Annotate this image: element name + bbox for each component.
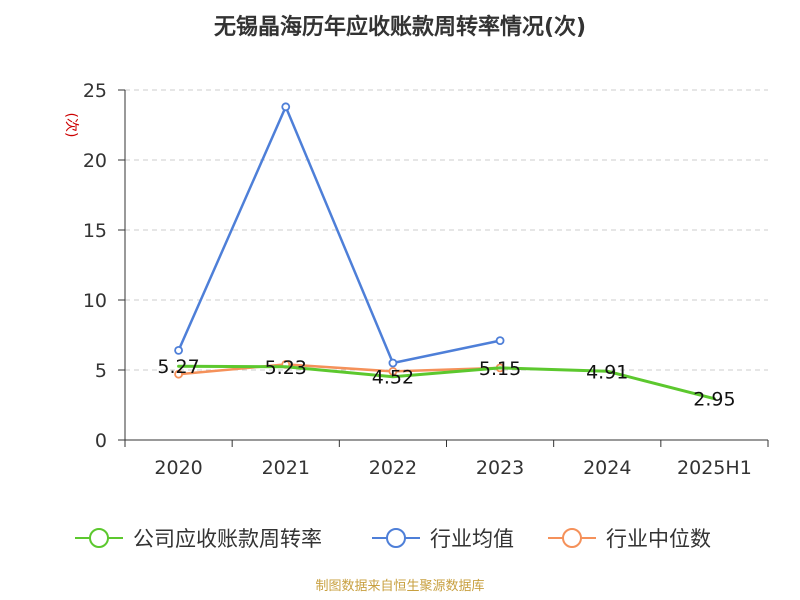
legend-label: 行业均值: [430, 527, 514, 551]
x-tick-label: 2025H1: [677, 457, 752, 479]
data-label: 5.23: [265, 357, 307, 379]
data-label: 2.95: [693, 389, 735, 411]
data-labels: 5.27 5.23 4.52 5.15 4.91 2.95: [157, 356, 735, 410]
legend-label: 行业中位数: [606, 527, 711, 551]
y-tick-label: 25: [83, 80, 107, 102]
y-tick-label: 5: [95, 360, 107, 382]
data-point: [388, 358, 398, 368]
source-note: 制图数据来自恒生聚源数据库: [315, 578, 484, 594]
data-point: [388, 366, 398, 376]
x-tick-label: 2022: [369, 457, 417, 479]
y-tick-label: 0: [95, 430, 107, 452]
series-line: [177, 363, 502, 376]
data-label: 4.52: [372, 367, 414, 389]
series-line: [177, 364, 716, 401]
data-label: 5.27: [157, 356, 199, 378]
legend: 公司应收账款周转率 行业均值 行业中位数: [75, 527, 711, 551]
y-tick-label: 20: [83, 150, 107, 172]
y-tick-label: 15: [83, 220, 107, 242]
legend-label: 公司应收账款周转率: [133, 527, 322, 551]
x-tick-label: 2021: [262, 457, 310, 479]
x-tick-label: 2024: [583, 457, 631, 479]
x-tick-label: 2020: [154, 457, 202, 479]
grid-lines: [125, 89, 768, 371]
x-tick-label: 2023: [476, 457, 524, 479]
y-tick-label: 10: [83, 290, 107, 312]
data-point: [281, 102, 291, 112]
legend-item-2: 行业中位数: [548, 527, 711, 551]
legend-swatch-marker: [386, 528, 406, 548]
data-point: [495, 336, 505, 346]
plot-area: [174, 102, 716, 401]
series-line: [177, 105, 502, 365]
axes: 0 5 10 15 20 25 2020 2021 2022 2023 2024 2025H1: [83, 80, 769, 479]
chart-title: 无锡晶海历年应收账款周转率情况(次): [214, 14, 586, 40]
legend-swatch-marker: [89, 528, 109, 548]
data-label: 4.91: [586, 361, 628, 383]
data-point: [174, 345, 183, 355]
legend-swatch-marker: [562, 528, 582, 548]
series-2: [174, 359, 505, 379]
legend-item-1: 行业均值: [372, 527, 514, 551]
data-point: [174, 369, 183, 379]
legend-item-0: 公司应收账款周转率: [75, 527, 322, 551]
y-axis-unit-label: (次): [63, 113, 79, 138]
data-label: 5.15: [479, 358, 521, 380]
series-0: [177, 364, 716, 401]
series-1: [174, 102, 505, 368]
